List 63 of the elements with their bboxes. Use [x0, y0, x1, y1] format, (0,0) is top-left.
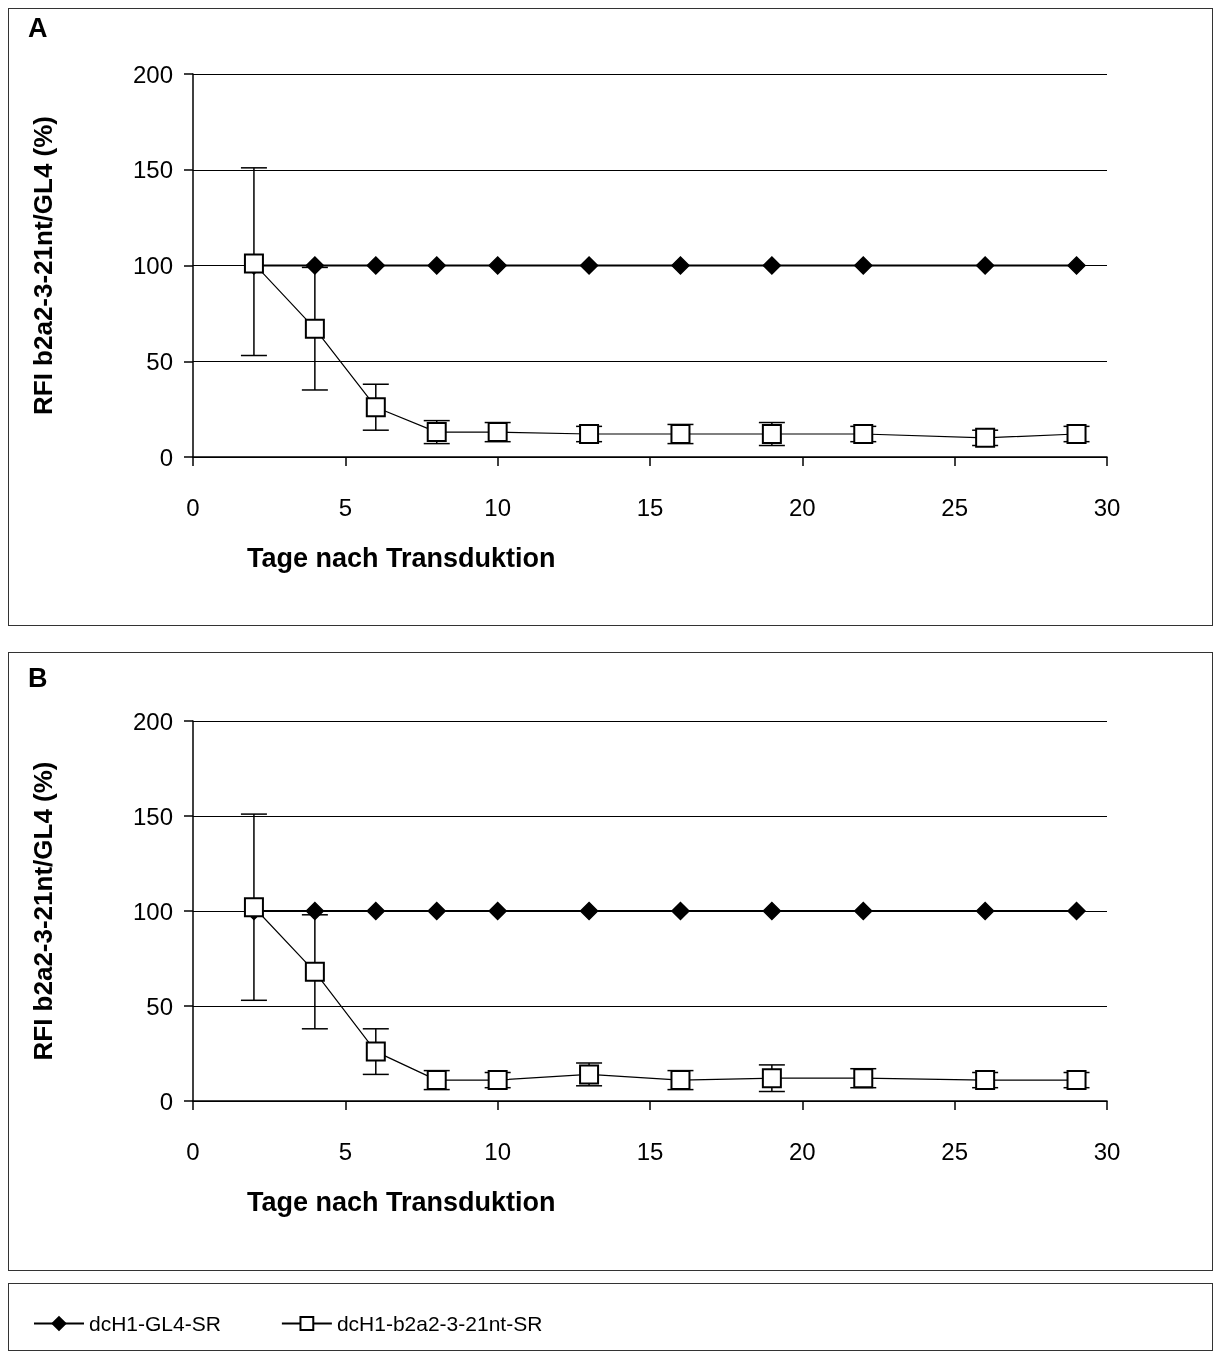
x-tick-label: 10 — [484, 493, 512, 521]
point — [366, 901, 386, 921]
y-axis-title: RFI b2a2-3-21nt/GL4 (%) — [28, 761, 58, 1061]
point — [854, 256, 873, 275]
y-tick-label: 200 — [132, 707, 173, 735]
text: A — [28, 12, 48, 43]
x-tick-label: 5 — [338, 1137, 353, 1165]
point — [427, 256, 446, 275]
point — [975, 901, 995, 921]
point — [975, 256, 995, 275]
x-tick-label: 30 — [1093, 493, 1121, 521]
point — [427, 901, 446, 921]
y-tick-label: 150 — [132, 802, 173, 830]
point — [762, 901, 782, 921]
point — [365, 397, 386, 418]
x-tick-label: 10 — [484, 1137, 512, 1165]
y-tick-label: 200 — [132, 60, 173, 88]
point — [243, 897, 264, 918]
x-tick-label: 20 — [788, 1137, 816, 1165]
point — [1067, 256, 1086, 275]
point — [579, 256, 599, 275]
x-tick-label: 0 — [186, 493, 200, 521]
point — [671, 256, 690, 275]
point — [1067, 901, 1086, 921]
y-tick-label: 0 — [159, 443, 173, 471]
y-tick-label: 150 — [132, 156, 173, 184]
y-axis-title: RFI b2a2-3-21nt/GL4 (%) — [28, 115, 58, 416]
point — [762, 256, 782, 275]
point — [488, 256, 507, 275]
x-tick-label: 15 — [636, 1137, 664, 1165]
x-tick-label: 25 — [941, 1137, 969, 1165]
text: B — [28, 662, 48, 693]
point — [366, 256, 386, 275]
point — [1066, 424, 1087, 445]
legend-label: dcH1-b2a2-3-21nt-SR — [336, 1312, 543, 1335]
point — [671, 901, 690, 921]
y-tick-label: 100 — [132, 897, 173, 925]
point — [579, 901, 599, 921]
point — [304, 318, 325, 339]
y-tick-label: 0 — [159, 1087, 173, 1115]
legend-label: dcH1-GL4-SR — [89, 1312, 221, 1335]
x-tick-label: 0 — [186, 1137, 200, 1165]
point — [487, 1070, 508, 1091]
point — [305, 901, 325, 921]
y-tick-label: 50 — [146, 347, 173, 375]
x-tick-label: 15 — [636, 493, 664, 521]
x-tick-label: 5 — [338, 493, 353, 521]
x-tick-label: 20 — [788, 493, 816, 521]
x-axis-title: Tage nach Transduktion — [247, 1186, 556, 1217]
point — [304, 961, 325, 982]
point — [579, 424, 600, 445]
point — [854, 901, 873, 921]
point — [853, 424, 874, 445]
point — [488, 901, 507, 921]
x-axis-title: Tage nach Transduktion — [247, 542, 556, 573]
point — [975, 1070, 996, 1091]
x-tick-label: 25 — [941, 493, 969, 521]
y-tick-label: 50 — [146, 992, 173, 1020]
y-tick-label: 100 — [132, 252, 173, 279]
point — [365, 1041, 386, 1062]
point — [305, 256, 325, 275]
point — [1066, 1070, 1087, 1091]
x-tick-label: 30 — [1093, 1137, 1121, 1165]
